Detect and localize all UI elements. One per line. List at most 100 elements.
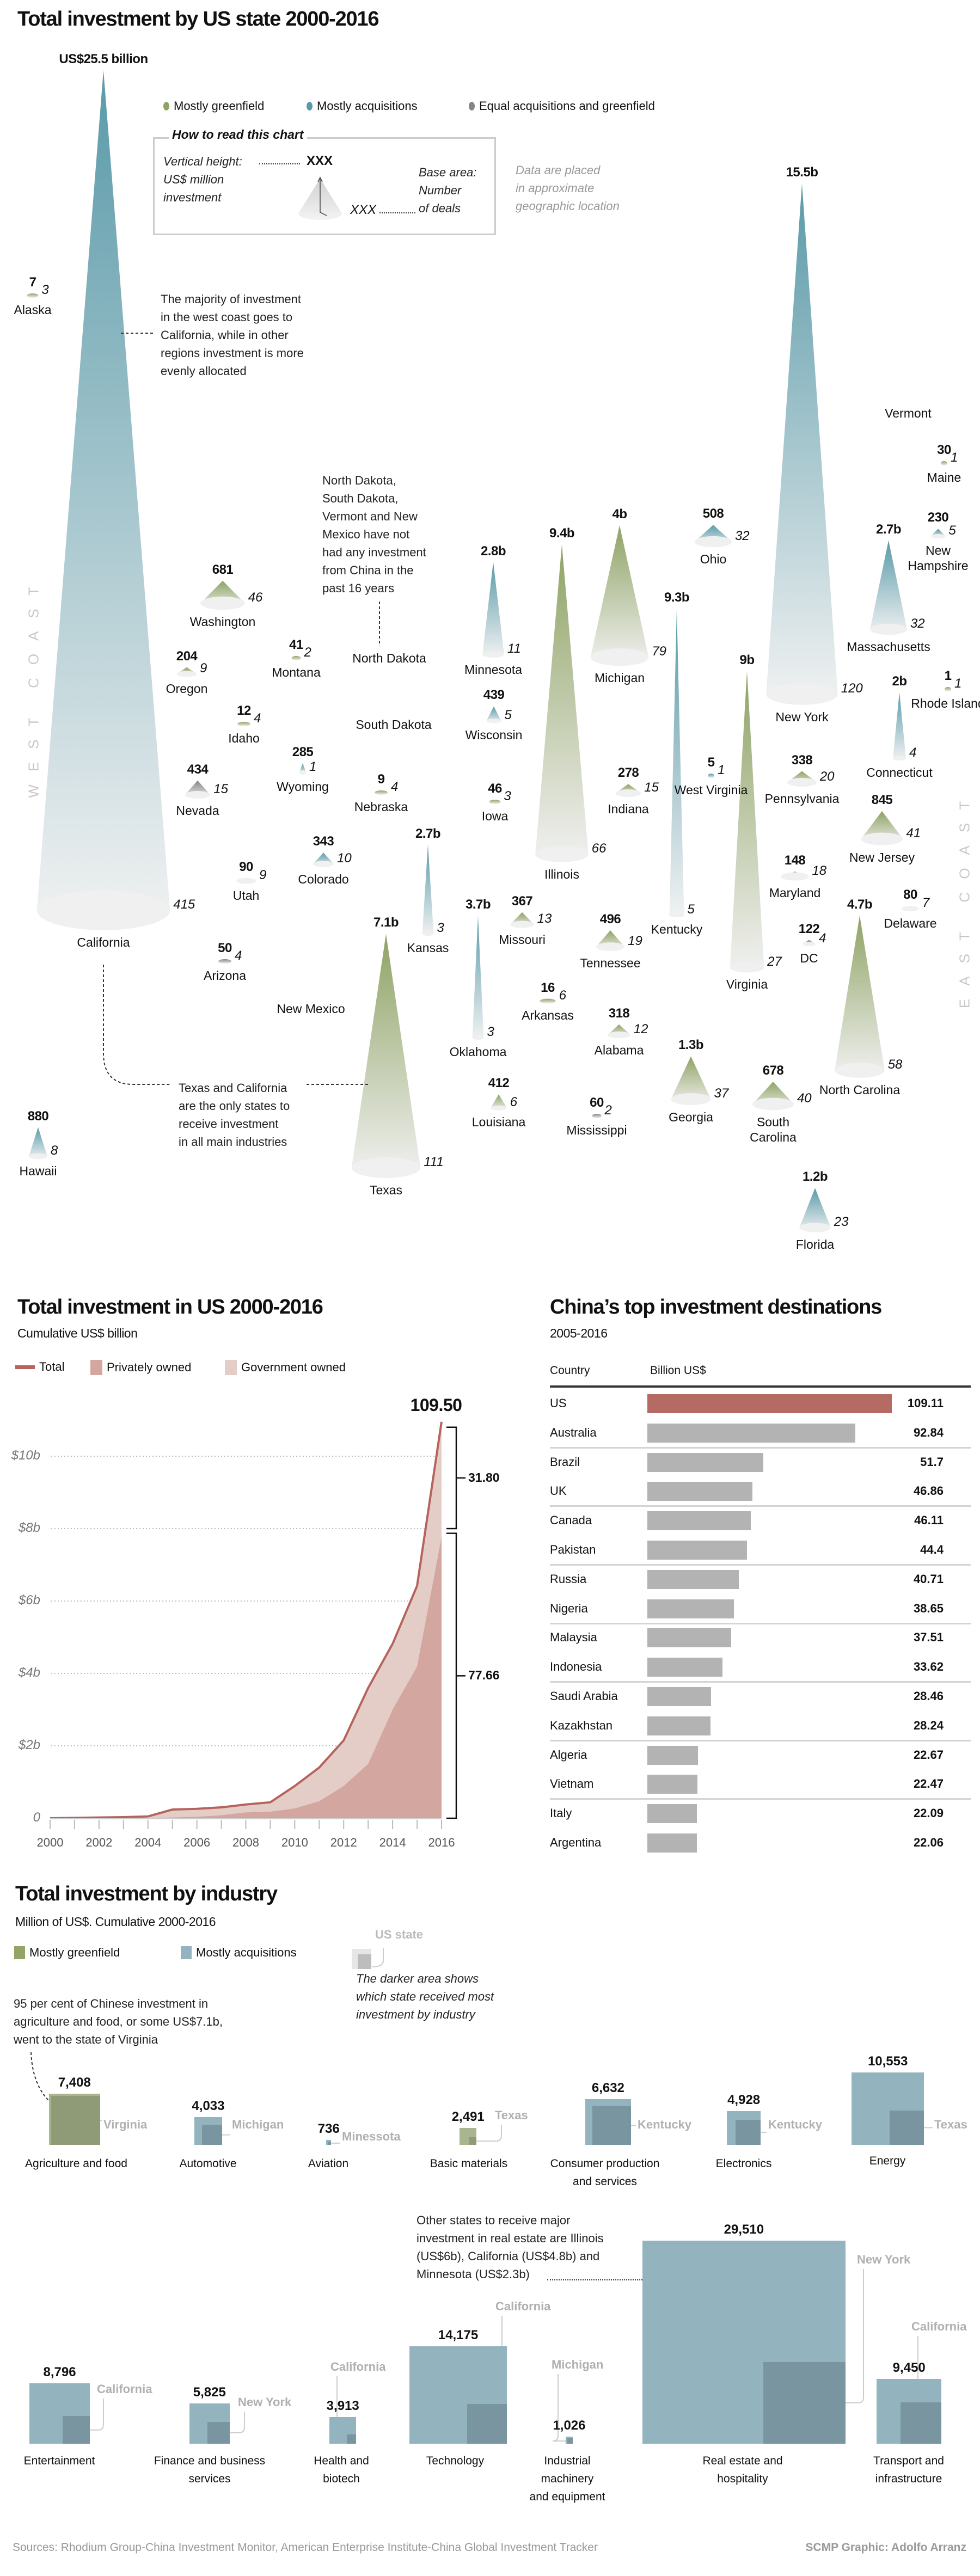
bar: [647, 1804, 697, 1824]
legend-label: Privately owned: [107, 1360, 192, 1374]
row-separator: [550, 1622, 971, 1624]
legend-total: Total: [15, 1360, 64, 1374]
industry-square-entertainment: [29, 2383, 90, 2444]
cone-base: [36, 890, 170, 930]
note-line: in approximate: [516, 181, 595, 195]
xxx-base: XXX: [350, 203, 377, 217]
industry-value: 4,033: [192, 2099, 225, 2114]
state-name: Montana: [272, 665, 321, 679]
state-value: 90: [239, 859, 253, 874]
category-line: Health and: [314, 2455, 369, 2467]
cone-body: [36, 70, 170, 930]
state-name: Kansas: [407, 941, 449, 955]
state-name: Louisiana: [471, 1115, 526, 1130]
cone-base: [941, 461, 947, 465]
note-line: US$ million: [163, 173, 224, 186]
top-state-square: [62, 2416, 90, 2444]
note-line: The majority of investment: [161, 292, 301, 306]
state-value: 367: [511, 893, 533, 909]
state-name: Georgia: [669, 1109, 713, 1124]
state-value: 338: [791, 752, 813, 768]
category-line: Energy: [869, 2155, 906, 2167]
note-line: regions investment is more: [161, 346, 304, 360]
state-connector: [90, 2399, 104, 2431]
country-name: Argentina: [550, 1836, 602, 1849]
cone-key-icon: [298, 176, 342, 220]
bar-value: 33.62: [913, 1660, 944, 1674]
table-row: Algeria 22.67: [550, 1741, 971, 1770]
cone-base: [291, 656, 301, 660]
state-value: 278: [617, 765, 639, 781]
note-line: had any investment: [322, 545, 426, 559]
industry-square-transport-and-infrastructure: [877, 2378, 942, 2444]
state-deals: 4: [909, 745, 917, 760]
how-to-read-box: [153, 137, 496, 235]
state-deals: 5: [504, 708, 512, 722]
agriculture-note: 95 per cent of Chinese investment in agr…: [14, 1995, 223, 2048]
state-name-no-investment: New Mexico: [277, 1002, 345, 1016]
total-line: [50, 1421, 443, 1819]
state-cone-indiana: [615, 784, 641, 797]
state-cone-map: [27, 70, 951, 1232]
state-connector: [229, 2412, 245, 2433]
total-end-label: 109.50: [410, 1395, 462, 1415]
industry-category: Health and biotech: [314, 2452, 369, 2488]
state-name: Alaska: [14, 303, 52, 317]
industry-value: 7,408: [58, 2075, 91, 2090]
country-name: Indonesia: [550, 1660, 602, 1674]
industry-category: Finance and business services: [154, 2452, 265, 2488]
state-cone-dc: [803, 940, 816, 946]
state-name: Michigan: [594, 670, 645, 685]
table-row: US 109.11: [550, 1389, 971, 1419]
state-name: Florida: [795, 1237, 835, 1252]
cone-base: [489, 800, 501, 804]
bar: [647, 1394, 892, 1413]
state-name: Idaho: [228, 731, 260, 745]
state-cone-florida: [799, 1188, 831, 1232]
state-value: 880: [27, 1108, 49, 1124]
industry-square-real-estate-and-hospitality: [642, 2241, 846, 2444]
industry-category: Transport and infrastructure: [873, 2452, 944, 2488]
state-name: South Carolina: [750, 1115, 797, 1145]
cone-base: [766, 683, 838, 705]
state-value: 1.2b: [802, 1169, 828, 1185]
note-line: Other states to receive major: [416, 2213, 571, 2227]
state-deals: 58: [887, 1057, 903, 1072]
cone-body: [799, 1188, 831, 1232]
country-name: Canada: [550, 1513, 592, 1528]
top-state-square: [347, 2434, 357, 2444]
state-cone-north-carolina: [835, 915, 885, 1078]
cone-base: [861, 832, 903, 845]
industry-category: Electronics: [716, 2155, 772, 2173]
cone-base: [313, 861, 334, 867]
top-state-square: [900, 2402, 942, 2444]
state-name: Pennsylvania: [764, 792, 840, 806]
state-cone-montana: [291, 656, 301, 660]
industry-square-basic-materials: [460, 2127, 477, 2145]
map-title: Total investment by US state 2000-2016: [17, 8, 379, 30]
category-line: machinery: [541, 2473, 594, 2485]
state-deals: 9: [200, 661, 207, 676]
state-name: Oregon: [166, 682, 208, 696]
legend-swatch: [90, 1360, 102, 1375]
industry-value: 14,175: [438, 2327, 479, 2342]
cone-base: [787, 777, 817, 787]
state-deals: 40: [797, 1091, 812, 1106]
state-value: 148: [784, 853, 806, 868]
row-separator: [550, 1564, 971, 1566]
xxx-height: XXX: [307, 154, 333, 168]
row-separator: [550, 1798, 971, 1800]
state-deals: 15: [213, 782, 228, 796]
cone-base: [835, 1063, 885, 1078]
government-bracket-label: 31.80: [468, 1470, 500, 1485]
legend-label: Mostly acquisitions: [317, 99, 418, 113]
state-deals: 5: [687, 902, 695, 917]
state-name: Oklahoma: [449, 1045, 507, 1059]
legend-dot: [163, 102, 169, 111]
note-line: Minnesota (US$2.3b): [416, 2267, 530, 2281]
industry-square-health-and-biotech: [329, 2416, 357, 2444]
legend-greenfield: Mostly greenfield: [14, 1946, 120, 1960]
state-cone-south-carolina: [752, 1081, 794, 1111]
legend-dot: [307, 102, 313, 111]
category-line: Finance and business: [154, 2455, 266, 2467]
